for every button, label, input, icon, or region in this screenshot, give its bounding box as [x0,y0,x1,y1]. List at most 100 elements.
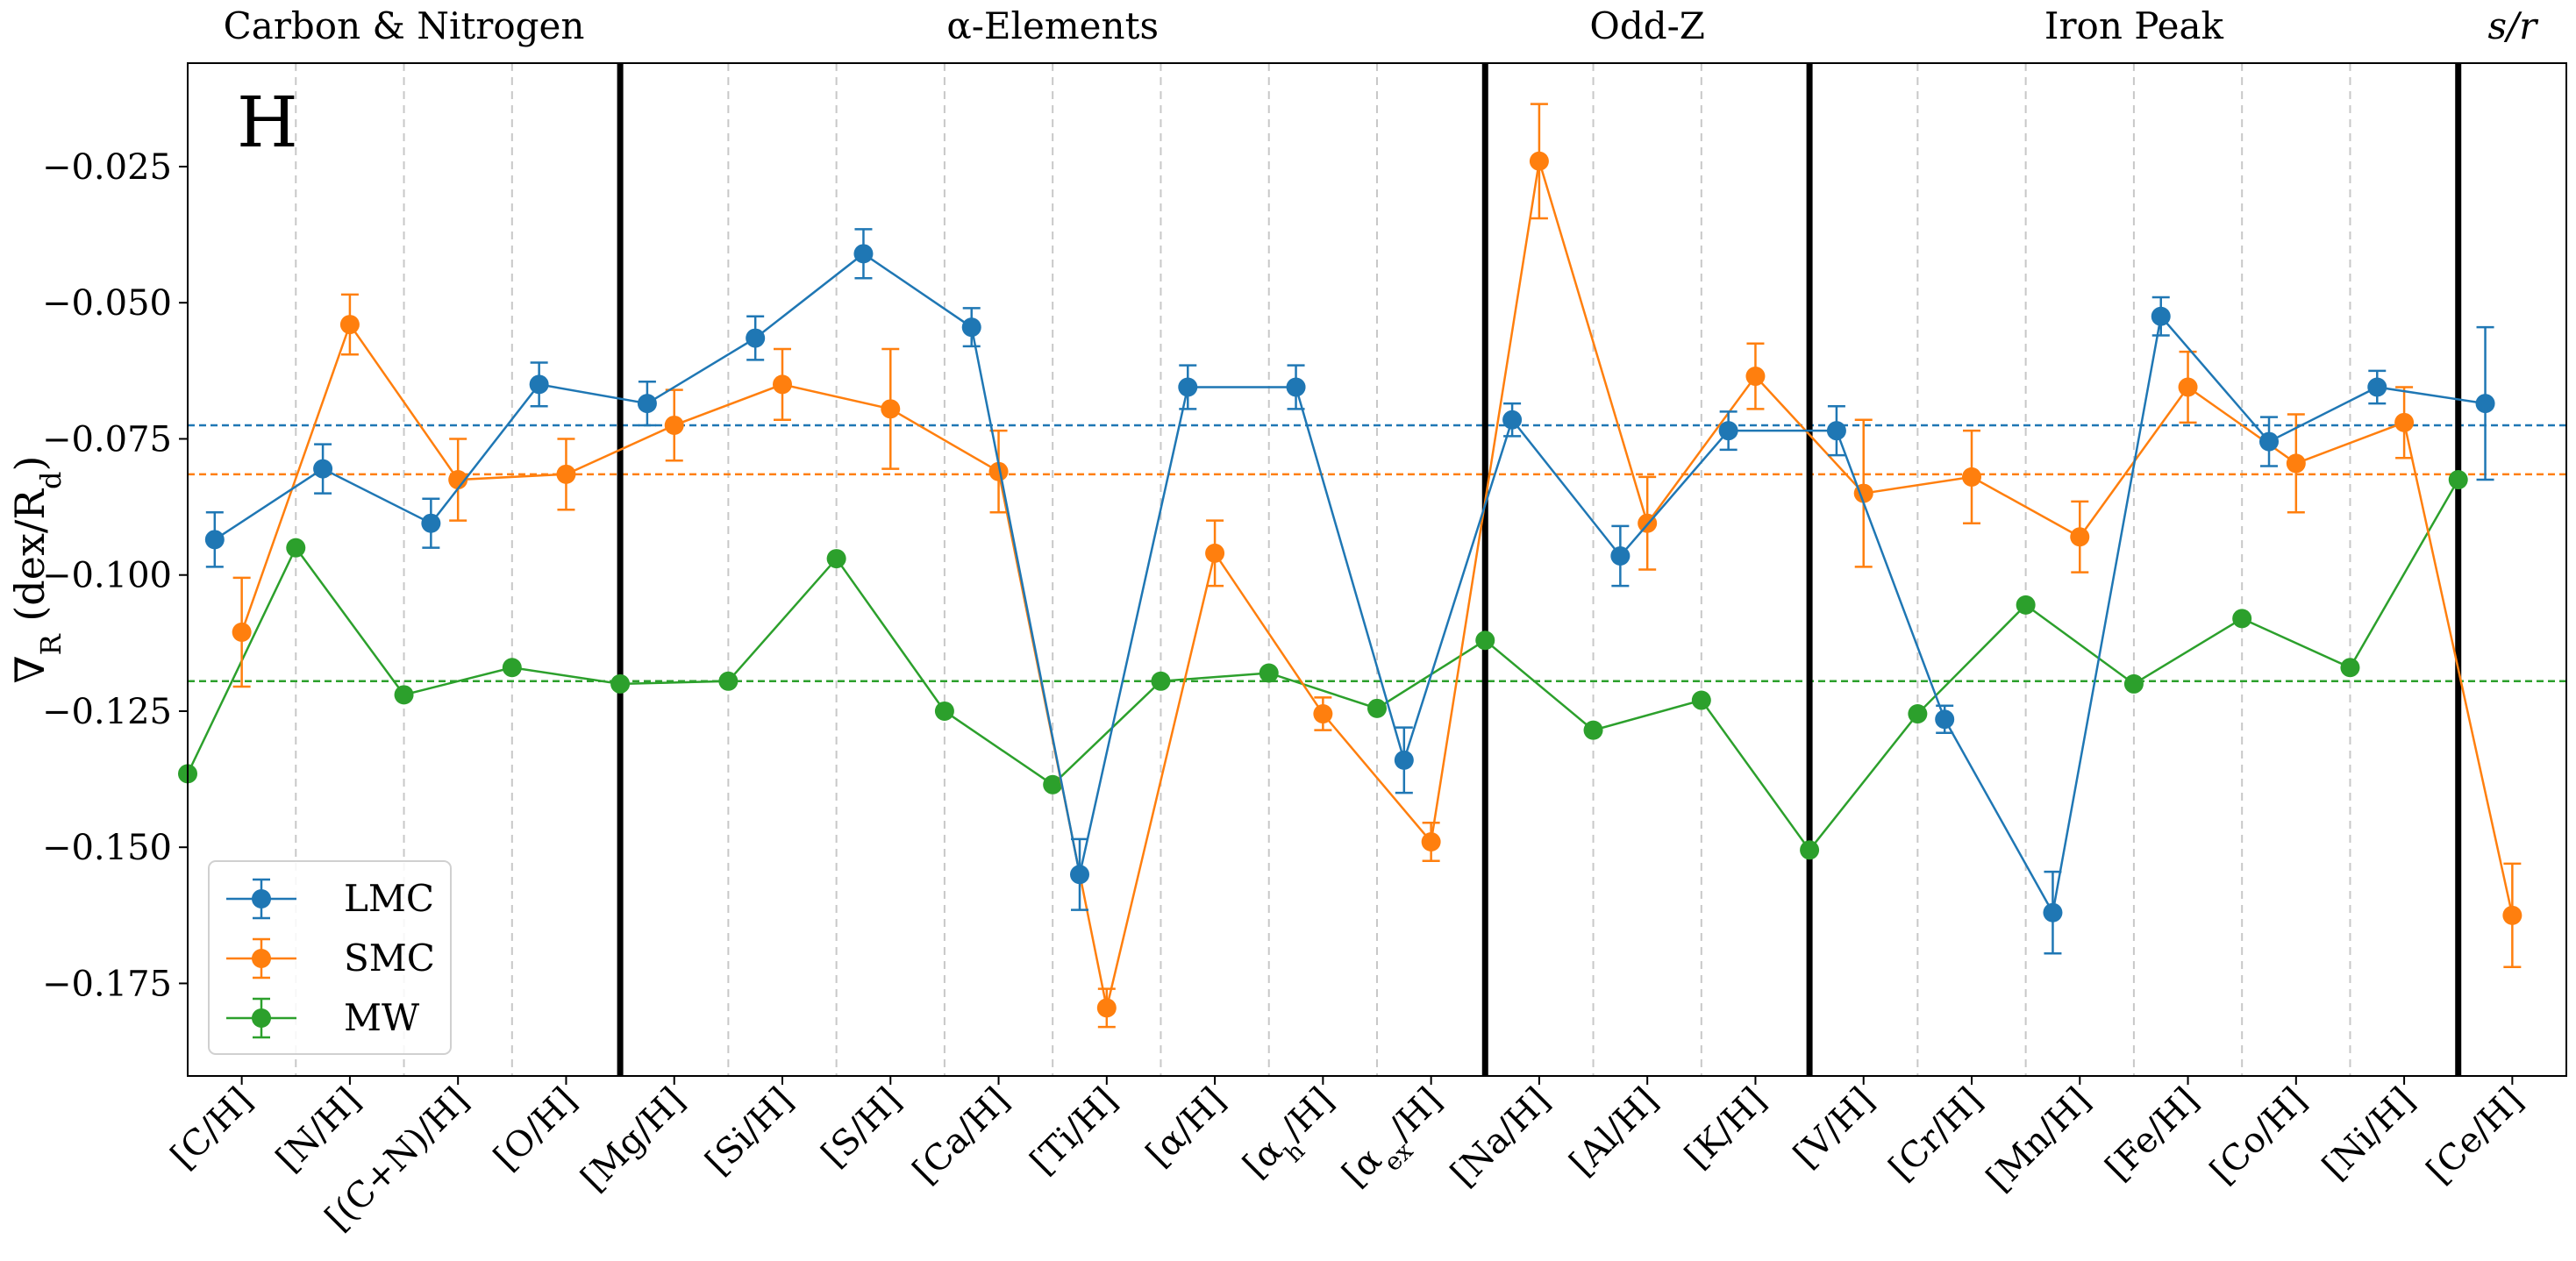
data-point [773,374,792,395]
y-tick-label: −0.125 [42,692,172,732]
data-point [421,513,441,533]
data-point [1908,704,1928,724]
data-point [1178,377,1198,397]
data-point [556,464,576,484]
data-point [1394,750,1414,770]
data-point [1745,367,1766,387]
data-point [1313,704,1333,724]
legend-label: MW [344,996,420,1039]
data-point [2123,673,2144,694]
data-point [718,671,739,691]
panel-letter: H [237,82,298,163]
data-point [286,538,306,558]
data-point [1610,545,1631,566]
x-tick-label: [V/H] [1787,1080,1882,1176]
x-tick-label: [Si/H] [698,1080,801,1183]
group-label: α-Elements [946,4,1159,47]
data-point [2070,527,2090,547]
data-point [826,549,846,569]
legend-marker [252,949,271,968]
data-point [1800,840,1820,860]
data-point [2340,658,2360,678]
y-tick-label: −0.075 [42,419,172,460]
y-axis-title: ∇R (dex/Rd) [6,456,68,684]
x-tick-label: [αex/H] [1335,1080,1458,1203]
group-label: Carbon & Nitrogen [224,4,585,47]
data-point [339,315,360,335]
data-point [1962,467,1981,487]
data-point [1043,774,1063,794]
data-point [988,461,1009,481]
data-point [1718,421,1738,441]
series-layer [178,103,2522,1029]
data-point [2502,905,2522,925]
data-point [394,685,414,705]
data-point [1259,663,1279,683]
x-tick-label: [K/H] [1678,1080,1774,1177]
data-point [1935,709,1955,730]
data-point [2016,595,2036,615]
x-tick-label: [N/H] [268,1080,368,1180]
data-point [1691,690,1711,710]
data-point [664,415,684,435]
x-tick-label: [Cr/H] [1881,1080,1990,1189]
x-tick-label: [Na/H] [1444,1080,1558,1194]
data-point [1367,698,1387,718]
data-point [1502,410,1523,430]
data-point [2178,377,2198,397]
y-tick-label: −0.050 [42,283,172,324]
group-label: Iron Peak [2044,4,2224,47]
group-separators-layer [617,63,2462,1076]
legend-label: LMC [344,877,434,920]
data-point [961,317,981,338]
data-point [1583,720,1603,740]
y-tick-label: −0.150 [42,828,172,868]
data-point [2394,412,2415,432]
x-tick-label: [Mn/H] [1979,1080,2098,1200]
data-point [2151,306,2171,326]
x-tick-label: [C/H] [163,1080,260,1177]
data-point [448,470,468,490]
x-tick-label: [O/H] [487,1080,585,1179]
y-tick-label: −0.025 [42,147,172,188]
data-point [529,374,549,395]
x-tick-label: [α/H] [1138,1080,1233,1175]
x-tick-label: [Mg/H] [574,1080,693,1200]
legend-label: SMC [344,937,435,980]
data-point [1070,865,1089,885]
legend: LMC SMC MW [208,860,452,1055]
mean-lines-layer [188,424,2566,683]
data-point [1529,151,1549,171]
data-point [610,673,631,694]
legend-box [208,860,452,1055]
data-point [2448,470,2468,490]
x-tick-label: [S/H] [814,1080,909,1175]
plot-frame [187,62,2567,1077]
data-point [313,459,333,479]
data-point [502,658,522,678]
data-point [934,701,954,721]
group-labels-layer: Carbon & Nitrogen α-Elements Odd-Z Iron Pea… [224,4,2540,47]
data-point [1096,998,1117,1018]
group-label: Odd-Z [1589,4,1705,47]
data-point [2475,394,2495,414]
x-tick-label: [Co/H] [2202,1080,2314,1192]
x-tick-label: [Ce/H] [2419,1080,2530,1192]
x-tick-label: [Ni/H] [2316,1080,2423,1188]
data-point [232,622,252,642]
legend-marker [252,1008,271,1028]
x-tick-label: [Ti/H] [1023,1080,1125,1183]
data-point [881,399,901,419]
data-point [1286,377,1306,397]
y-tick-label: −0.100 [42,556,172,596]
group-label: s/r [2487,4,2539,47]
data-point [1421,831,1441,851]
data-point [1205,543,1225,563]
y-tick-label: −0.175 [42,964,172,1004]
data-point [1826,421,1846,441]
data-point [2232,609,2252,629]
data-point [746,328,766,348]
data-point [1475,630,1495,651]
